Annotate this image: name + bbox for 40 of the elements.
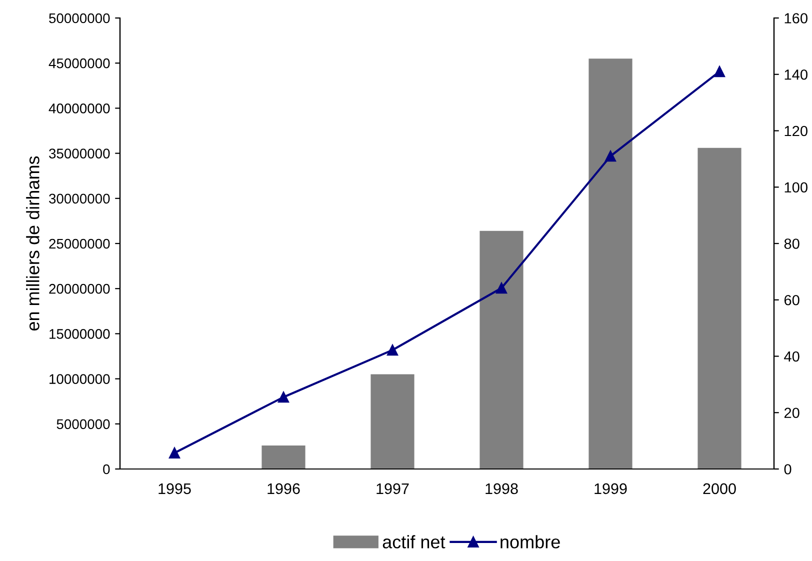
x-tick-label: 1998 bbox=[486, 483, 518, 494]
point bbox=[386, 344, 398, 356]
y2-tick-label: 160 bbox=[784, 13, 808, 24]
y2-tick-label: 140 bbox=[784, 69, 808, 80]
point bbox=[278, 392, 290, 403]
y2-tick-label: 100 bbox=[784, 182, 808, 193]
point bbox=[496, 282, 508, 294]
y-tick-label: 15000000 bbox=[50, 329, 110, 339]
bar bbox=[262, 446, 306, 469]
point bbox=[714, 66, 726, 78]
y-tick-label: 45000000 bbox=[48, 58, 110, 68]
y-tick-label: 50000000 bbox=[49, 13, 110, 24]
y-axis-title: en milliers de dirhams bbox=[26, 156, 40, 331]
y-tick-label: 40000000 bbox=[48, 104, 110, 114]
y2-tick-label: 120 bbox=[784, 126, 808, 136]
y2-tick-label: 0 bbox=[784, 464, 792, 474]
x-tick-label: 1997 bbox=[376, 483, 409, 494]
x-tick-label: 2000 bbox=[703, 483, 736, 494]
bar bbox=[480, 230, 524, 469]
y-tick-label: 10000000 bbox=[50, 374, 110, 384]
x-tick-label: 1996 bbox=[268, 483, 300, 494]
y2-tick-label: 60 bbox=[784, 294, 800, 306]
point bbox=[604, 150, 616, 162]
y-tick-label: 35000000 bbox=[49, 148, 110, 158]
bar bbox=[698, 148, 742, 469]
x-tick-label: 1995 bbox=[158, 483, 191, 494]
y-tick-label: 20000000 bbox=[49, 284, 110, 294]
y-tick-label: 25000000 bbox=[49, 238, 110, 249]
bar bbox=[588, 58, 632, 469]
legend-label: actif net bbox=[382, 535, 446, 548]
legend-label: nombre bbox=[500, 535, 560, 548]
y-tick-label: 0 bbox=[103, 464, 110, 474]
y2-tick-label: 80 bbox=[784, 238, 800, 249]
y-tick-label: 30000000 bbox=[49, 194, 110, 204]
point bbox=[168, 447, 180, 458]
y-tick-label: 5000000 bbox=[56, 419, 110, 430]
x-tick-label: 1999 bbox=[594, 483, 627, 494]
y2-tick-label: 40 bbox=[784, 351, 800, 362]
y2-tick-label: 20 bbox=[784, 408, 800, 418]
bar bbox=[370, 374, 414, 469]
